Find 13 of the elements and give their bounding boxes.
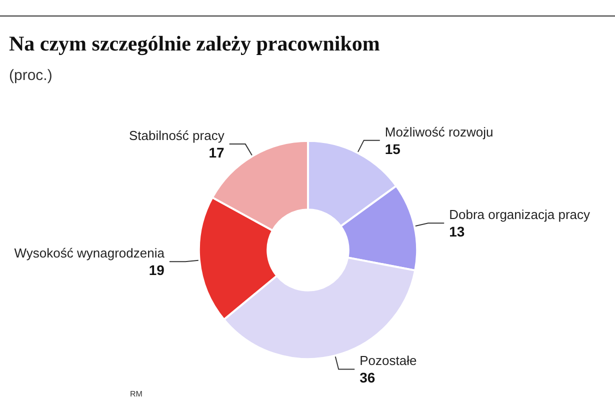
slice-label: Możliwość rozwoju	[384, 124, 494, 140]
data-label: 15	[384, 140, 401, 157]
data-label: 36	[360, 370, 376, 386]
chart-title: Na czym szczególnie zależy pracownikom	[9, 32, 380, 56]
data-label: 13	[449, 224, 465, 240]
data-label: 17	[208, 144, 225, 161]
text: RM	[130, 390, 143, 398]
slice-label: Stabilność pracy	[128, 128, 225, 144]
slice-label: Pozostałe	[360, 353, 417, 368]
data-label: 19	[148, 262, 165, 278]
slice-label: Wysokość wynagrodzenia	[14, 246, 166, 261]
chart-subtitle: (proc.)	[9, 67, 52, 84]
slice-label: Dobra organizacja pracy	[449, 207, 591, 222]
